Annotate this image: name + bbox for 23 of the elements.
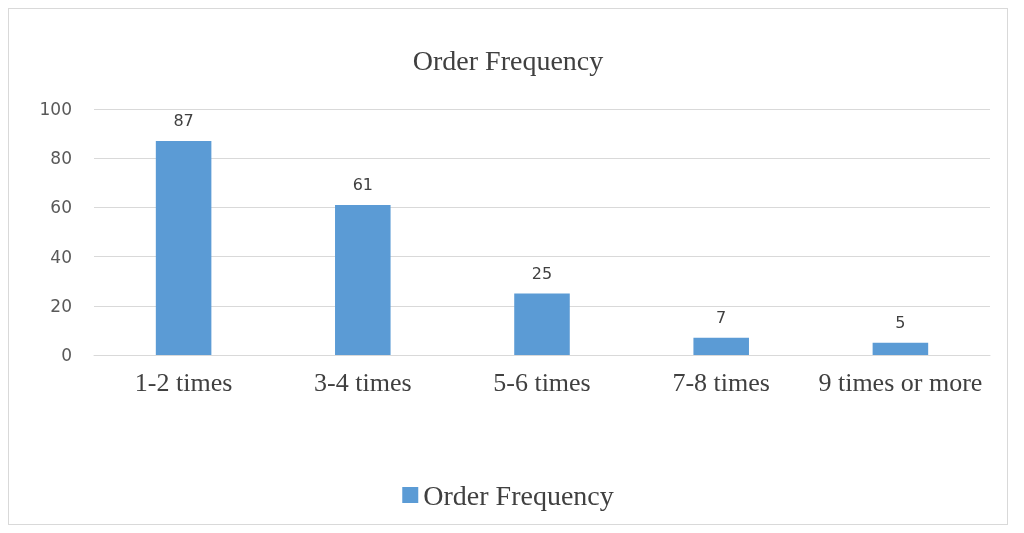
data-label: 25 bbox=[531, 264, 553, 283]
bar bbox=[693, 337, 749, 355]
data-label: 61 bbox=[352, 175, 373, 195]
bar bbox=[335, 204, 391, 355]
chart-title: Order Frequency bbox=[412, 44, 604, 76]
bar bbox=[155, 140, 212, 355]
y-tick-label: 20 bbox=[50, 295, 72, 316]
y-tick-label: 40 bbox=[50, 246, 72, 267]
x-tick-label: 1-2 times bbox=[134, 367, 233, 397]
bar bbox=[872, 342, 929, 355]
y-tick-label: 100 bbox=[39, 99, 72, 119]
x-tick-label: 7-8 times bbox=[672, 367, 770, 397]
legend-label: Order Frequency bbox=[423, 479, 614, 511]
data-label: 7 bbox=[716, 308, 727, 328]
y-tick-label: 80 bbox=[50, 148, 72, 169]
x-tick-label: 3-4 times bbox=[314, 367, 412, 397]
data-label: 87 bbox=[173, 111, 194, 131]
y-tick-label: 0 bbox=[61, 345, 72, 365]
x-tick-label: 5-6 times bbox=[493, 367, 591, 397]
x-tick-label: 9 times or more bbox=[818, 367, 983, 397]
bar bbox=[514, 293, 570, 355]
data-label: 5 bbox=[895, 313, 906, 333]
y-tick-label: 60 bbox=[50, 197, 72, 218]
